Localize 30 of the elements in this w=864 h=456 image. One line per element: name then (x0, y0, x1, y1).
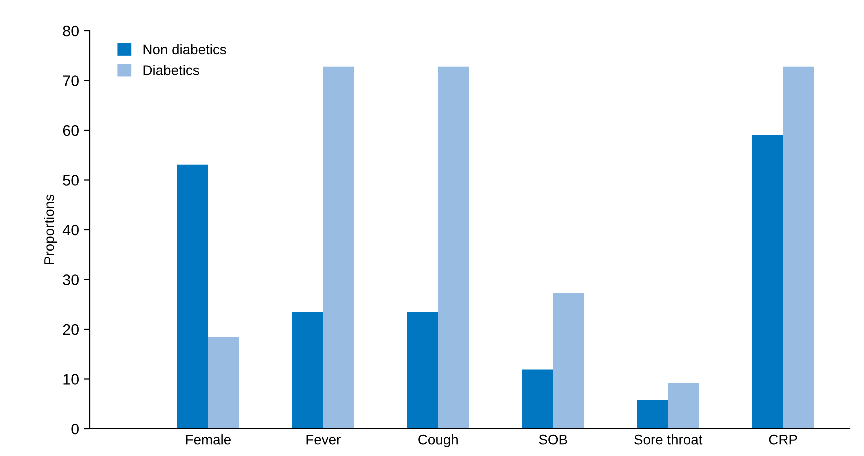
bar (292, 312, 324, 429)
bar (553, 293, 584, 429)
bar (637, 400, 668, 429)
x-tick-label: Sore throat (634, 434, 703, 445)
y-tick-label: 50 (63, 175, 79, 186)
legend-label: Diabetics (144, 65, 200, 76)
y-tick-label: 80 (63, 26, 79, 37)
bar (522, 370, 554, 429)
bar (783, 66, 814, 429)
y-tick-label: 60 (63, 125, 79, 136)
y-tick-label: 40 (62, 224, 79, 236)
bar (752, 134, 784, 429)
legend-label: Non diabetics (144, 44, 226, 55)
bar (177, 164, 208, 429)
bar (668, 383, 700, 429)
bar (438, 66, 470, 429)
x-tick-label: Cough (418, 434, 458, 448)
x-tick-label: Female (186, 434, 231, 445)
bar (323, 66, 354, 429)
y-tick-label: 20 (63, 324, 79, 336)
x-tick-label: CRP (769, 434, 798, 445)
x-tick-label: Fever (306, 435, 341, 445)
y-tick-label: 30 (63, 274, 79, 286)
y-tick-label: 70 (63, 76, 79, 86)
bar (407, 312, 438, 429)
y-tick-label: 0 (72, 424, 79, 435)
bar (208, 336, 240, 429)
y-tick-label: 10 (64, 374, 79, 385)
x-tick-label: SOB (539, 434, 568, 445)
y-axis-title: Proportions (44, 194, 58, 264)
